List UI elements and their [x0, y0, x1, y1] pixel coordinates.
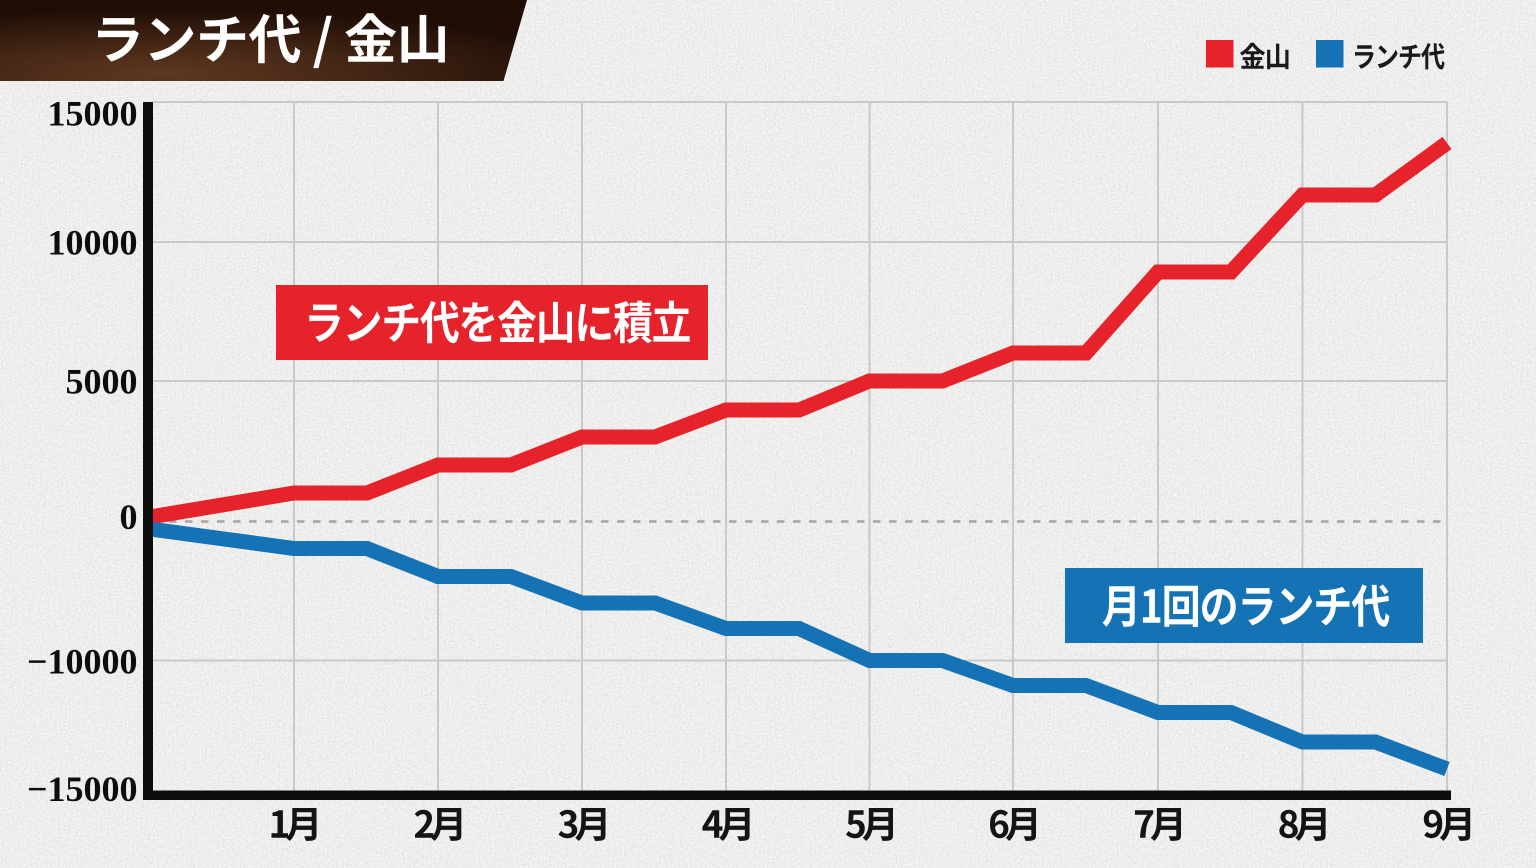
svg-text:−10000: −10000 — [27, 641, 138, 681]
svg-text:10000: 10000 — [48, 222, 138, 262]
svg-text:−15000: −15000 — [27, 769, 138, 809]
svg-text:15000: 15000 — [48, 93, 138, 133]
svg-text:5000: 5000 — [66, 361, 138, 401]
svg-text:0: 0 — [120, 497, 138, 537]
